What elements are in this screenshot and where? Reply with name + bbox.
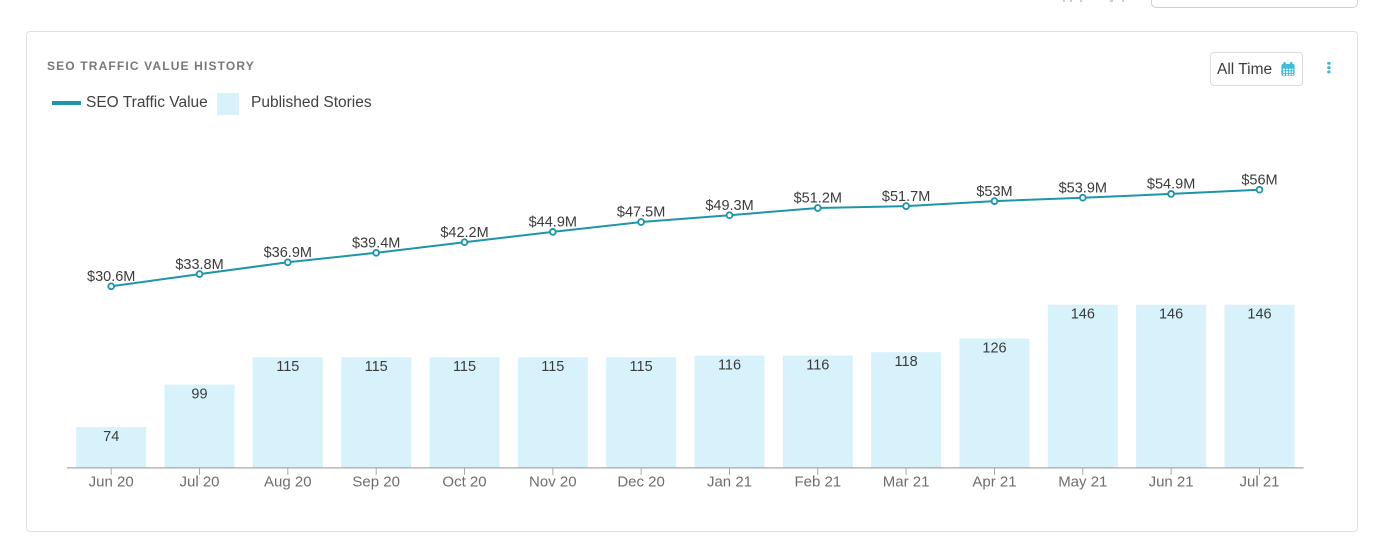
svg-text:May 21: May 21 (1058, 474, 1107, 491)
svg-text:146: 146 (1071, 307, 1095, 323)
svg-text:$56M: $56M (1241, 172, 1277, 188)
svg-text:$30.6M: $30.6M (87, 269, 135, 285)
svg-text:Oct 20: Oct 20 (442, 474, 486, 491)
svg-text:Sep 20: Sep 20 (352, 474, 400, 491)
svg-text:Jan 21: Jan 21 (707, 474, 752, 491)
svg-text:74: 74 (103, 429, 119, 445)
svg-text:$39.4M: $39.4M (352, 236, 400, 252)
svg-text:$47.5M: $47.5M (617, 205, 665, 221)
svg-text:115: 115 (276, 359, 299, 375)
svg-text:126: 126 (982, 340, 1006, 356)
svg-text:$44.9M: $44.9M (529, 215, 577, 231)
svg-text:$51.2M: $51.2M (794, 191, 842, 207)
svg-text:115: 115 (630, 359, 653, 375)
svg-text:99: 99 (191, 386, 207, 402)
svg-text:116: 116 (806, 357, 829, 373)
svg-text:Jul 20: Jul 20 (179, 474, 219, 491)
svg-text:146: 146 (1247, 307, 1271, 323)
svg-text:Feb 21: Feb 21 (794, 474, 841, 491)
svg-text:$51.7M: $51.7M (882, 189, 930, 205)
svg-text:Mar 21: Mar 21 (883, 474, 930, 491)
svg-text:115: 115 (453, 359, 476, 375)
svg-text:115: 115 (541, 359, 564, 375)
svg-text:$53M: $53M (976, 184, 1012, 200)
svg-text:$33.8M: $33.8M (175, 257, 223, 273)
svg-text:118: 118 (895, 354, 918, 370)
svg-text:Dec 20: Dec 20 (617, 474, 665, 491)
svg-text:$54.9M: $54.9M (1147, 177, 1195, 193)
svg-text:146: 146 (1159, 307, 1183, 323)
svg-text:Nov 20: Nov 20 (529, 474, 577, 491)
svg-text:$49.3M: $49.3M (705, 198, 753, 214)
svg-text:Apr 21: Apr 21 (972, 474, 1016, 491)
svg-text:116: 116 (718, 357, 741, 373)
svg-text:$53.9M: $53.9M (1059, 180, 1107, 196)
svg-text:115: 115 (365, 359, 388, 375)
svg-text:$42.2M: $42.2M (440, 225, 488, 241)
svg-text:$36.9M: $36.9M (264, 245, 312, 261)
svg-text:Aug 20: Aug 20 (264, 474, 312, 491)
svg-text:Jun 20: Jun 20 (89, 474, 134, 491)
svg-text:Jul 21: Jul 21 (1239, 474, 1279, 491)
svg-text:Jun 21: Jun 21 (1149, 474, 1194, 491)
